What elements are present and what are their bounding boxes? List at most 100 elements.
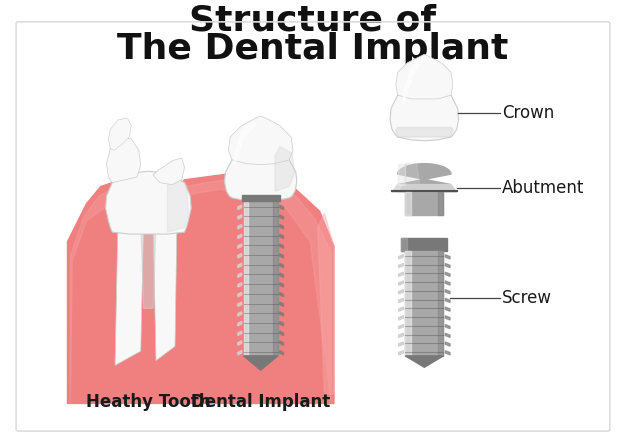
Polygon shape (238, 244, 242, 248)
Polygon shape (398, 164, 405, 184)
Polygon shape (70, 179, 331, 403)
Polygon shape (238, 254, 242, 258)
Polygon shape (238, 350, 242, 355)
Polygon shape (445, 272, 450, 276)
Polygon shape (399, 307, 403, 311)
Text: The Dental Implant: The Dental Implant (117, 32, 509, 66)
Polygon shape (445, 342, 450, 346)
Polygon shape (108, 118, 131, 150)
Polygon shape (68, 173, 334, 403)
Polygon shape (390, 85, 459, 141)
Polygon shape (238, 273, 242, 277)
Polygon shape (244, 356, 278, 370)
Polygon shape (445, 264, 450, 268)
Polygon shape (167, 175, 188, 232)
Text: Dental Implant: Dental Implant (191, 393, 331, 411)
Polygon shape (403, 58, 423, 104)
Polygon shape (445, 333, 450, 337)
Polygon shape (438, 192, 443, 215)
Polygon shape (399, 316, 403, 320)
Polygon shape (399, 289, 403, 294)
Polygon shape (280, 263, 284, 268)
Polygon shape (275, 146, 295, 191)
Polygon shape (445, 281, 450, 285)
Polygon shape (153, 158, 185, 184)
Polygon shape (280, 283, 284, 287)
Polygon shape (396, 54, 453, 99)
Polygon shape (445, 324, 450, 329)
Polygon shape (399, 342, 403, 346)
Polygon shape (399, 351, 403, 355)
Polygon shape (234, 122, 256, 168)
Polygon shape (280, 350, 284, 355)
Polygon shape (280, 215, 284, 219)
Polygon shape (115, 222, 143, 365)
Polygon shape (401, 238, 407, 251)
Text: Crown: Crown (503, 104, 555, 122)
Polygon shape (445, 307, 450, 311)
Polygon shape (238, 234, 242, 238)
Polygon shape (399, 333, 403, 337)
Polygon shape (392, 184, 457, 192)
Polygon shape (244, 201, 278, 356)
Polygon shape (445, 316, 450, 320)
Polygon shape (405, 251, 443, 356)
Polygon shape (238, 312, 242, 316)
Polygon shape (318, 213, 334, 394)
Polygon shape (106, 171, 191, 234)
Polygon shape (238, 205, 242, 210)
Polygon shape (445, 351, 450, 355)
Polygon shape (445, 289, 450, 294)
Polygon shape (238, 292, 242, 297)
Polygon shape (398, 164, 451, 184)
Polygon shape (399, 272, 403, 276)
Polygon shape (280, 205, 284, 210)
Polygon shape (238, 225, 242, 229)
Polygon shape (106, 137, 141, 183)
Polygon shape (280, 302, 284, 306)
Polygon shape (280, 292, 284, 297)
Polygon shape (280, 273, 284, 277)
Polygon shape (405, 251, 411, 356)
Polygon shape (242, 195, 280, 201)
Polygon shape (238, 215, 242, 219)
Polygon shape (445, 255, 450, 259)
Polygon shape (280, 244, 284, 248)
Polygon shape (228, 116, 293, 165)
Polygon shape (405, 356, 443, 367)
Polygon shape (405, 192, 443, 215)
Polygon shape (392, 184, 403, 192)
Polygon shape (280, 331, 284, 336)
Polygon shape (438, 251, 443, 356)
Polygon shape (280, 341, 284, 345)
Polygon shape (280, 234, 284, 238)
Polygon shape (399, 264, 403, 268)
Polygon shape (238, 321, 242, 326)
Polygon shape (399, 255, 403, 259)
Polygon shape (238, 263, 242, 268)
Polygon shape (280, 254, 284, 258)
Text: Heathy Tooth: Heathy Tooth (86, 393, 211, 411)
Polygon shape (401, 238, 447, 251)
Polygon shape (399, 324, 403, 329)
Polygon shape (280, 312, 284, 316)
Polygon shape (238, 302, 242, 306)
Polygon shape (399, 281, 403, 285)
Polygon shape (280, 225, 284, 229)
Polygon shape (244, 201, 249, 356)
Text: Structure of: Structure of (190, 3, 436, 37)
Polygon shape (405, 192, 411, 215)
Polygon shape (273, 201, 278, 356)
Polygon shape (238, 283, 242, 287)
Polygon shape (141, 222, 156, 308)
Polygon shape (405, 164, 419, 184)
Polygon shape (399, 299, 403, 302)
Text: Abutment: Abutment (503, 179, 585, 197)
Polygon shape (445, 299, 450, 302)
Text: Screw: Screw (503, 289, 552, 307)
Polygon shape (280, 321, 284, 326)
Polygon shape (153, 222, 177, 361)
Polygon shape (396, 127, 453, 137)
Polygon shape (238, 331, 242, 336)
Polygon shape (225, 149, 297, 201)
